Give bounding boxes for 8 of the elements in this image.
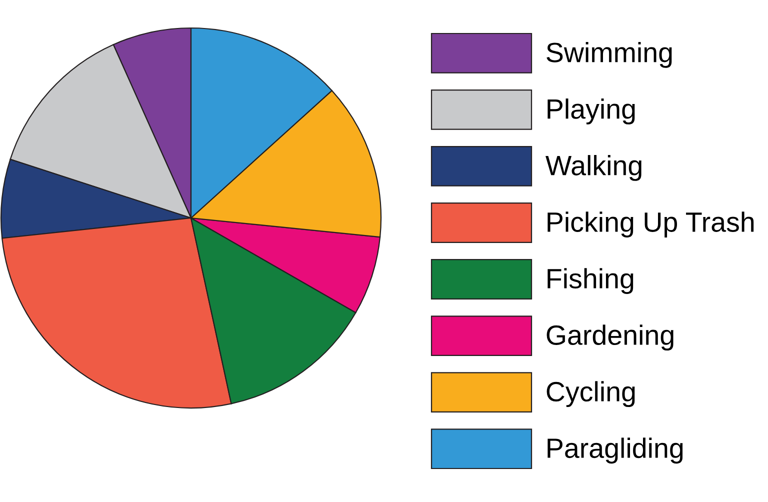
legend-label: Playing (548, 98, 635, 124)
legend-label: Cycling (546, 381, 635, 408)
legend-label: Swimming (546, 42, 672, 68)
legend-label: Picking Up Trash (548, 212, 754, 238)
legend-label: Gardening (546, 324, 674, 351)
legend-label: Fishing (548, 268, 634, 294)
legend-label: Paragliding (548, 438, 683, 464)
legend-label: Walking (546, 155, 642, 181)
